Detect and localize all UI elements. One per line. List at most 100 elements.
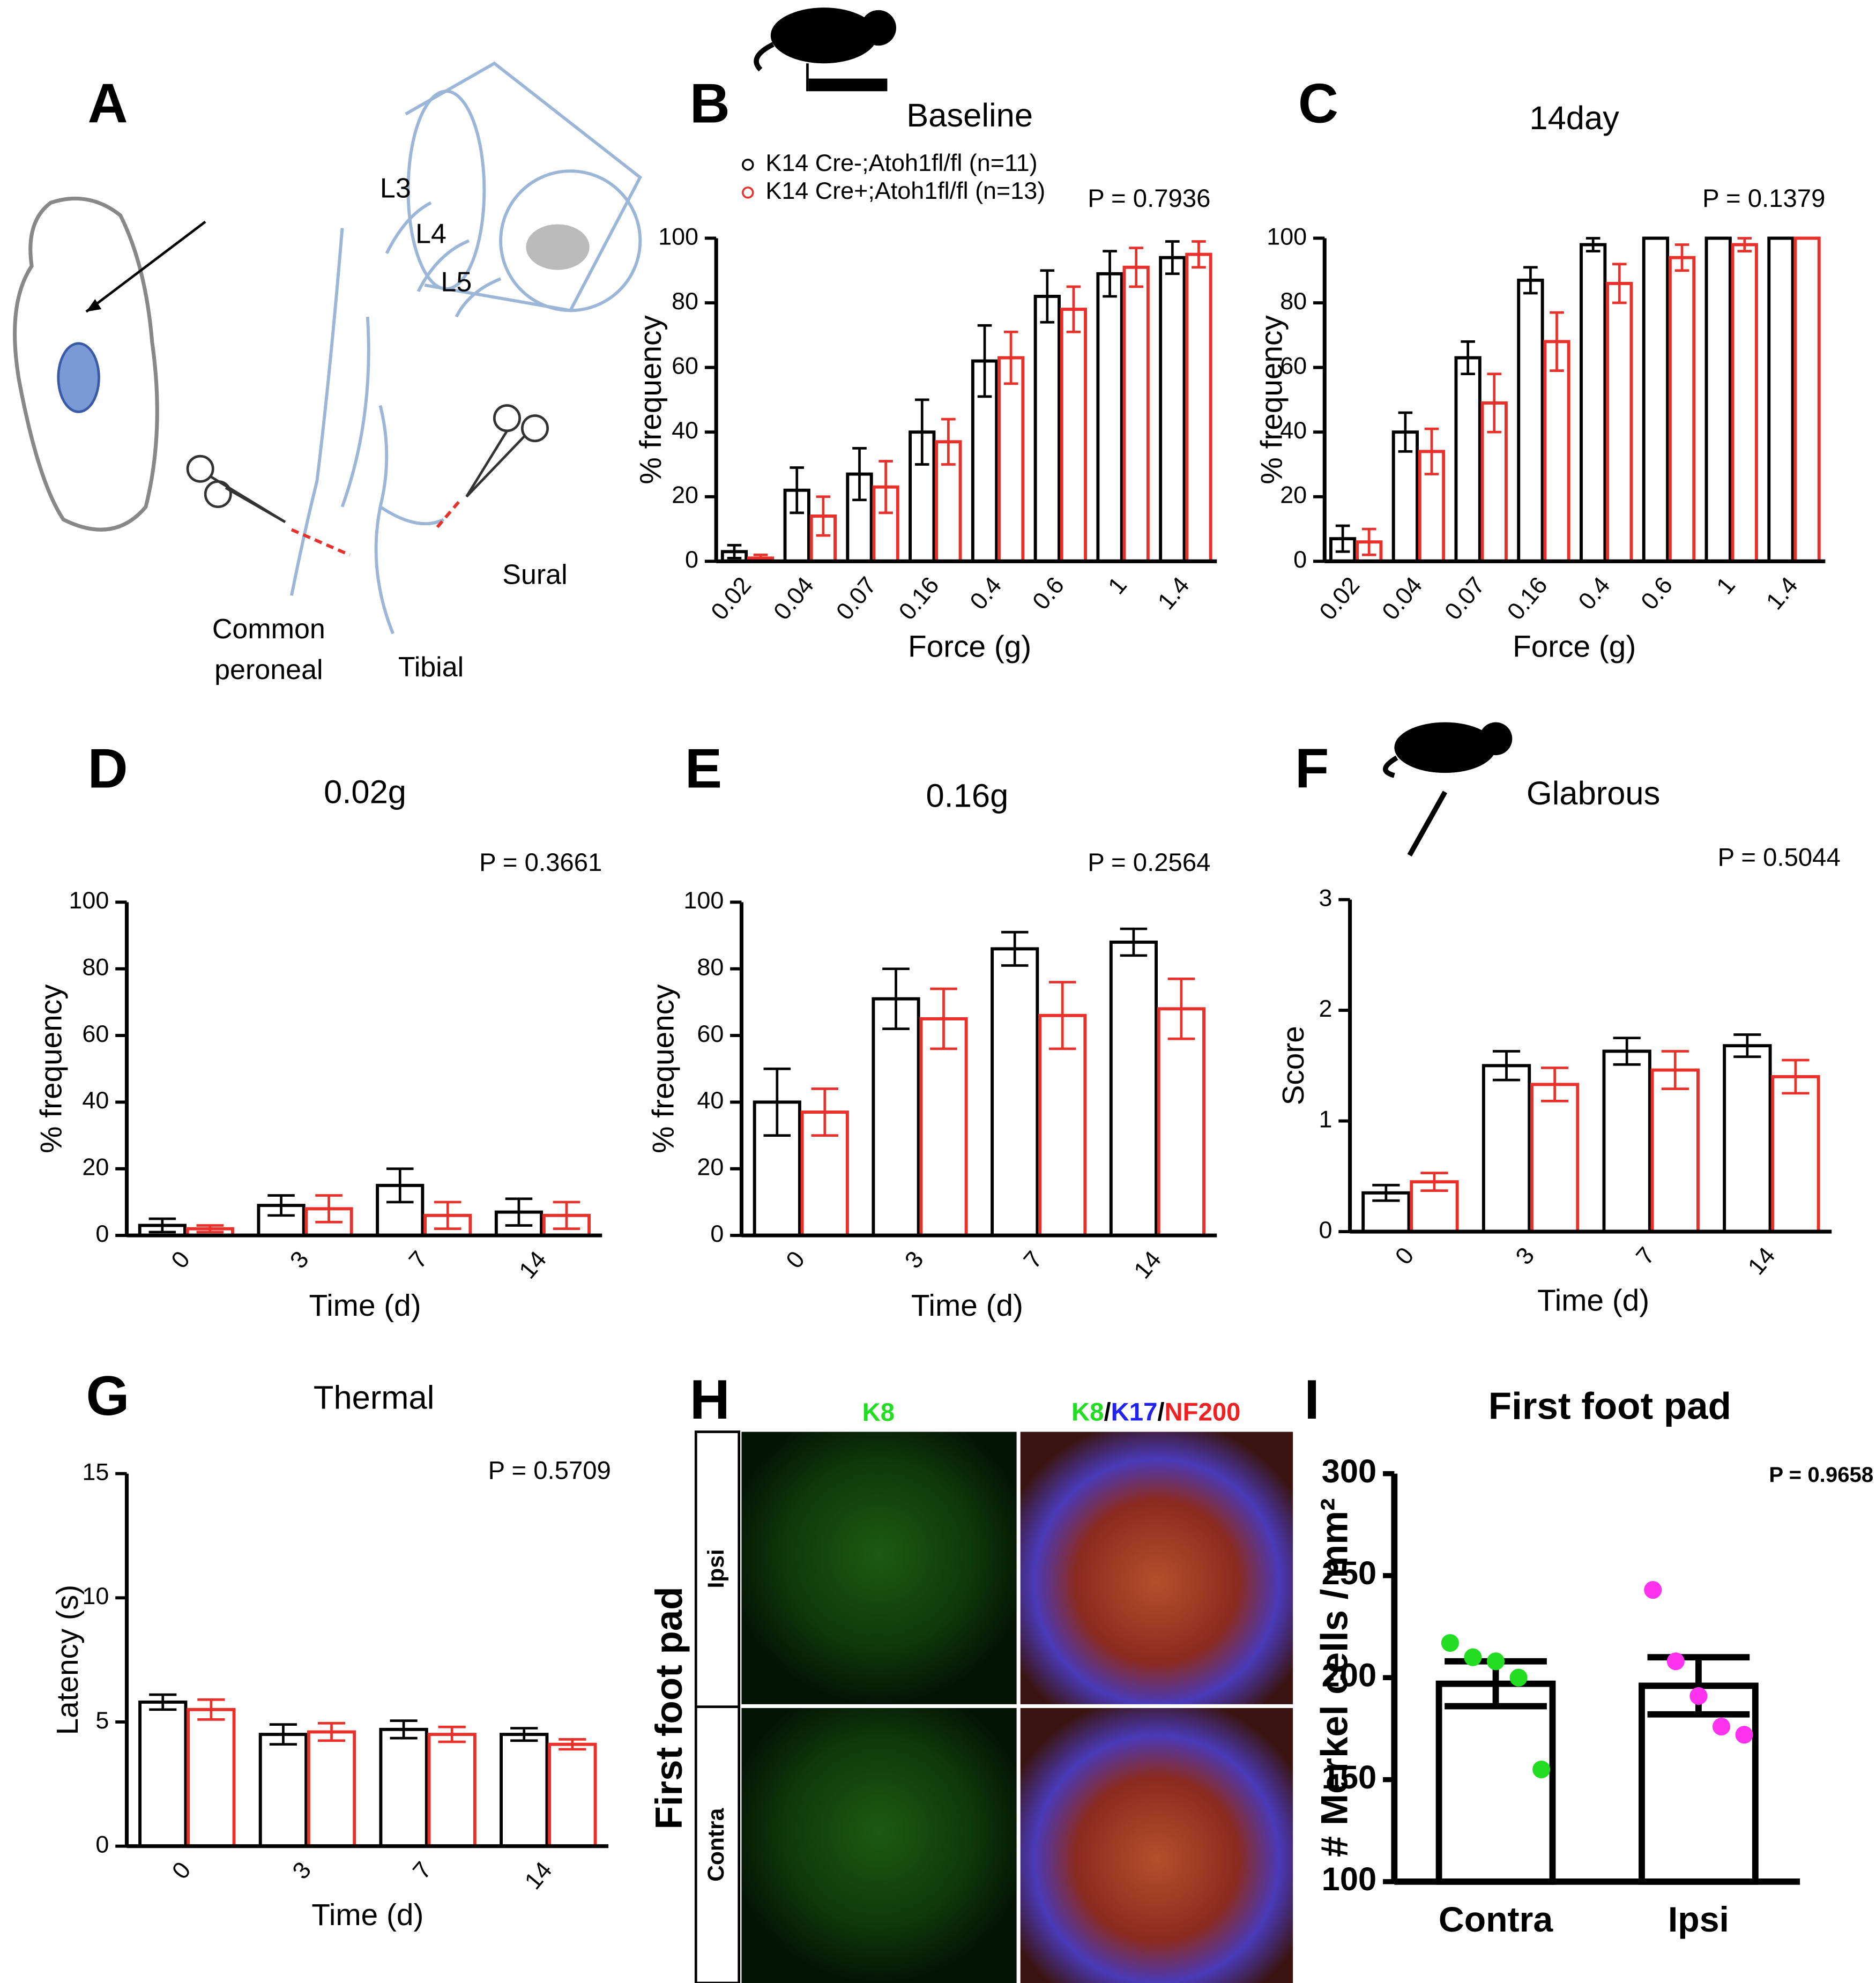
x-axis-label: Time (d) — [1537, 1284, 1649, 1317]
bar — [138, 1700, 188, 1848]
bar — [1517, 278, 1544, 563]
error-bar — [1372, 1183, 1400, 1202]
error-bar — [811, 1087, 839, 1137]
bar — [991, 947, 1039, 1237]
error-bar — [559, 1738, 586, 1751]
x-tick-label: 0.04 — [1376, 571, 1427, 625]
error-bar — [1487, 372, 1502, 434]
bar — [1793, 236, 1821, 563]
error-bar — [1192, 240, 1206, 269]
error-bar — [1733, 1033, 1761, 1058]
bar — [258, 1733, 308, 1848]
x-tick-label: 0.02 — [705, 571, 756, 625]
panel-letter: C — [1298, 72, 1338, 135]
bar — [379, 1727, 428, 1848]
bar — [1033, 295, 1061, 563]
panel-letter: I — [1304, 1369, 1320, 1431]
y-tick-label: 100 — [1322, 1861, 1377, 1898]
panel-letter: E — [685, 738, 722, 800]
error-bar — [1674, 243, 1689, 272]
bar — [1731, 243, 1758, 563]
x-tick-label: 0.07 — [1439, 571, 1490, 625]
scissors — [186, 404, 549, 524]
x-tick-label: Ipsi — [1668, 1900, 1729, 1940]
bar — [1122, 265, 1150, 563]
data-point — [1509, 1668, 1528, 1687]
y-tick-label: 15 — [82, 1458, 109, 1485]
error-bar — [977, 324, 992, 398]
micrograph — [1020, 1708, 1293, 1983]
arrowhead — [86, 299, 102, 312]
x-tick-label: 1.4 — [1761, 571, 1803, 615]
bar — [1771, 1075, 1820, 1233]
panel-letter: G — [86, 1365, 130, 1427]
bar — [427, 1733, 477, 1848]
y-tick-label: 40 — [1280, 416, 1307, 444]
chart-title: 0.16g — [926, 778, 1008, 815]
legend-marker — [742, 187, 754, 199]
x-tick-label: 0.6 — [1635, 571, 1678, 615]
error-bar — [1550, 311, 1564, 372]
y-tick-label: 0 — [1319, 1216, 1332, 1243]
data-point — [1735, 1726, 1753, 1744]
x-tick-label: 0.07 — [831, 571, 882, 625]
panel-letter: F — [1295, 738, 1329, 800]
y-tick-label: 60 — [697, 1020, 724, 1047]
error-bar — [914, 398, 929, 466]
y-axis-label: % frequency — [647, 984, 681, 1153]
y-tick-label: 80 — [697, 953, 724, 981]
data-point — [1689, 1687, 1708, 1705]
bar — [1109, 940, 1158, 1237]
bar — [500, 1733, 549, 1848]
y-tick-label: 60 — [1280, 352, 1307, 379]
error-bar — [941, 418, 956, 466]
chart-title: 14day — [1529, 100, 1619, 137]
bar — [1580, 243, 1607, 563]
y-tick-label: 0 — [95, 1220, 109, 1247]
x-tick-label: 7 — [1631, 1242, 1660, 1270]
y-axis-label: % frequency — [34, 984, 68, 1153]
x-tick-label: 0 — [780, 1246, 810, 1273]
x-tick-label: 3 — [285, 1246, 314, 1273]
error-bar — [930, 987, 957, 1050]
y-tick-label: 0 — [710, 1220, 724, 1247]
y-tick-label: 100 — [658, 222, 698, 250]
row-title: First foot pad — [648, 1586, 690, 1829]
y-tick-label: 3 — [1319, 884, 1332, 911]
arrow — [85, 220, 206, 313]
y-tick-label: 20 — [82, 1153, 109, 1181]
bar — [1723, 1044, 1772, 1233]
nerve-diagram — [290, 61, 643, 635]
x-tick-label: Contra — [1439, 1900, 1553, 1940]
error-bar — [505, 1197, 533, 1227]
grey-matter — [526, 224, 590, 270]
separator: / — [1104, 1398, 1111, 1427]
y-tick-label: 60 — [672, 352, 698, 379]
x-tick-label: 14 — [513, 1246, 552, 1284]
y-tick-label: 20 — [1280, 481, 1307, 509]
x-tick-label: 0 — [166, 1857, 196, 1884]
legend-label: K14 Cre-;Atoh1fl/fl (n=11) — [765, 149, 1037, 176]
bar — [1606, 281, 1633, 563]
panel-letter: D — [87, 738, 128, 800]
stain: K17 — [1111, 1398, 1158, 1427]
bar — [1096, 272, 1123, 563]
error-bar — [1612, 263, 1627, 304]
legend-marker — [742, 159, 754, 171]
x-axis-label: Time (d) — [309, 1289, 421, 1323]
x-tick-label: 7 — [407, 1857, 437, 1884]
x-tick-label: 3 — [287, 1857, 316, 1884]
cut-line — [291, 501, 460, 557]
error-bar — [1585, 237, 1600, 252]
error-bar — [1120, 927, 1148, 957]
chart-title: 0.02g — [324, 774, 406, 811]
micrograph — [1020, 1432, 1293, 1704]
nerve-label: Sural — [502, 559, 567, 590]
data-point — [1486, 1652, 1505, 1671]
bar — [1185, 252, 1212, 563]
error-bar — [1003, 330, 1018, 385]
x-axis-label: Time (d) — [311, 1898, 423, 1932]
error-bar — [727, 543, 742, 560]
error-bar — [882, 967, 910, 1030]
x-tick-label: 0.4 — [1573, 571, 1615, 615]
